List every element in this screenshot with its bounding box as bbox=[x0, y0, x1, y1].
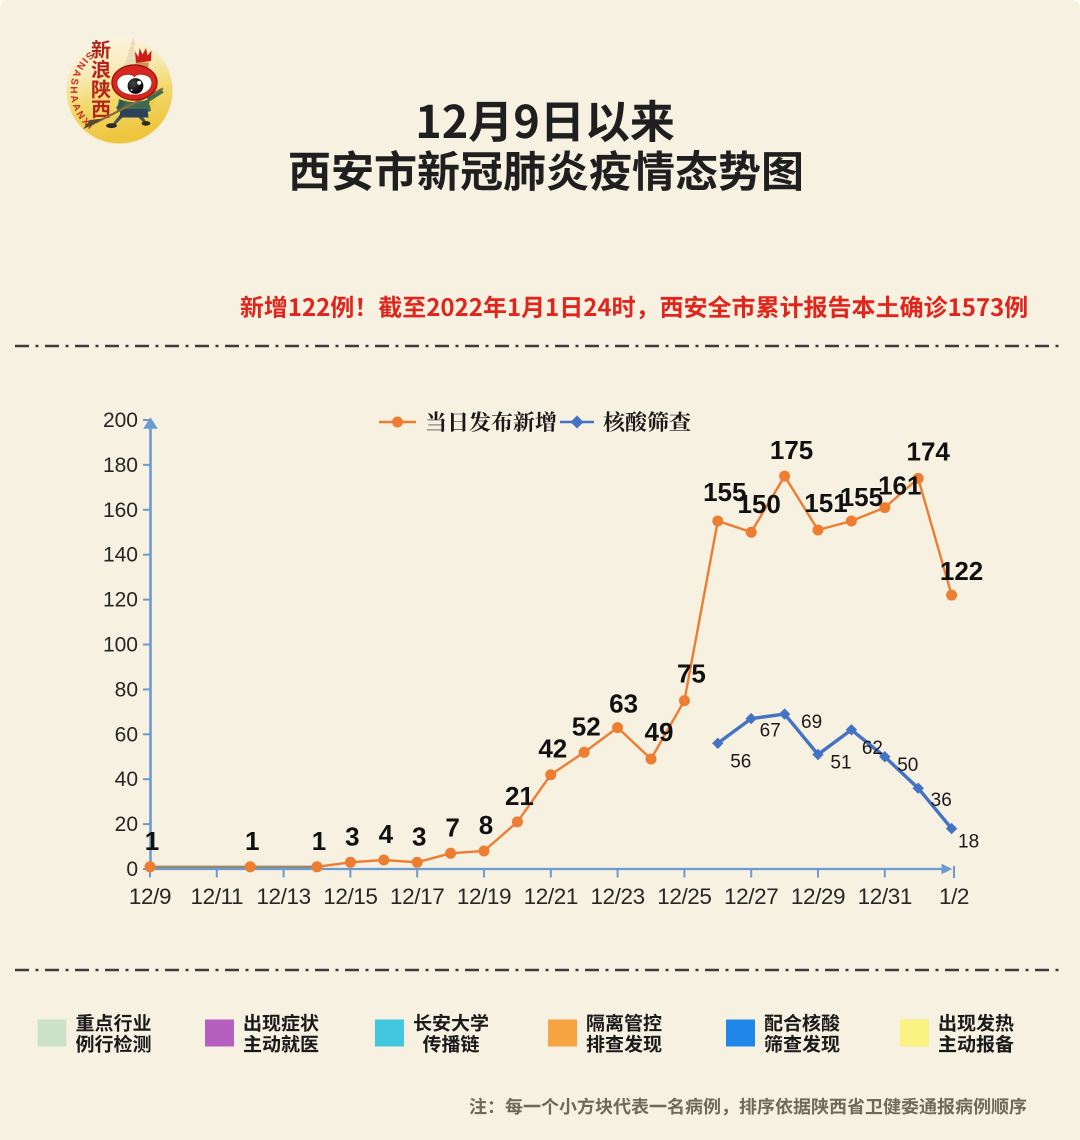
svg-text:174: 174 bbox=[907, 436, 951, 466]
svg-text:60: 60 bbox=[115, 723, 138, 746]
svg-text:12/21: 12/21 bbox=[524, 884, 578, 909]
svg-text:122: 122 bbox=[940, 556, 983, 586]
svg-text:12/29: 12/29 bbox=[791, 884, 845, 909]
svg-text:7: 7 bbox=[445, 812, 459, 842]
svg-text:100: 100 bbox=[103, 634, 138, 657]
svg-text:1: 1 bbox=[145, 826, 159, 856]
svg-text:200: 200 bbox=[103, 409, 138, 432]
svg-text:51: 51 bbox=[830, 753, 851, 774]
svg-text:12/25: 12/25 bbox=[657, 884, 711, 909]
svg-text:151: 151 bbox=[804, 488, 847, 518]
svg-text:50: 50 bbox=[897, 755, 918, 776]
svg-text:8: 8 bbox=[479, 810, 493, 840]
svg-text:40: 40 bbox=[115, 768, 138, 791]
svg-text:18: 18 bbox=[958, 832, 979, 853]
svg-text:56: 56 bbox=[730, 751, 751, 772]
svg-text:0: 0 bbox=[126, 858, 138, 881]
svg-text:36: 36 bbox=[931, 790, 952, 811]
svg-text:52: 52 bbox=[572, 711, 601, 741]
svg-text:49: 49 bbox=[645, 717, 674, 747]
svg-text:12/17: 12/17 bbox=[390, 884, 444, 909]
svg-text:140: 140 bbox=[103, 544, 138, 567]
svg-text:21: 21 bbox=[505, 781, 534, 811]
svg-text:67: 67 bbox=[760, 721, 781, 742]
svg-text:62: 62 bbox=[862, 738, 883, 759]
svg-text:12/9: 12/9 bbox=[129, 884, 171, 909]
svg-text:150: 150 bbox=[738, 489, 781, 519]
svg-text:20: 20 bbox=[115, 813, 138, 836]
svg-text:12/19: 12/19 bbox=[457, 884, 511, 909]
svg-text:120: 120 bbox=[103, 589, 138, 612]
svg-text:155: 155 bbox=[703, 477, 746, 507]
svg-text:1: 1 bbox=[312, 826, 326, 856]
svg-text:12/11: 12/11 bbox=[190, 884, 243, 909]
svg-text:4: 4 bbox=[379, 819, 394, 849]
svg-text:155: 155 bbox=[840, 482, 883, 512]
svg-text:42: 42 bbox=[538, 734, 567, 764]
svg-text:69: 69 bbox=[801, 712, 822, 733]
svg-text:80: 80 bbox=[115, 678, 138, 701]
svg-text:161: 161 bbox=[878, 471, 921, 501]
svg-text:3: 3 bbox=[412, 821, 426, 851]
svg-text:12/23: 12/23 bbox=[590, 884, 644, 909]
svg-text:63: 63 bbox=[609, 689, 638, 719]
svg-text:12/27: 12/27 bbox=[724, 884, 778, 909]
svg-text:12/31: 12/31 bbox=[858, 884, 912, 909]
svg-text:175: 175 bbox=[770, 435, 813, 465]
svg-text:160: 160 bbox=[103, 499, 138, 522]
svg-text:1: 1 bbox=[245, 826, 259, 856]
svg-text:12/15: 12/15 bbox=[323, 884, 377, 909]
svg-text:12/13: 12/13 bbox=[256, 884, 310, 909]
svg-text:3: 3 bbox=[345, 821, 359, 851]
svg-text:75: 75 bbox=[677, 659, 706, 689]
svg-text:180: 180 bbox=[103, 454, 138, 477]
svg-text:1/2: 1/2 bbox=[939, 884, 969, 909]
